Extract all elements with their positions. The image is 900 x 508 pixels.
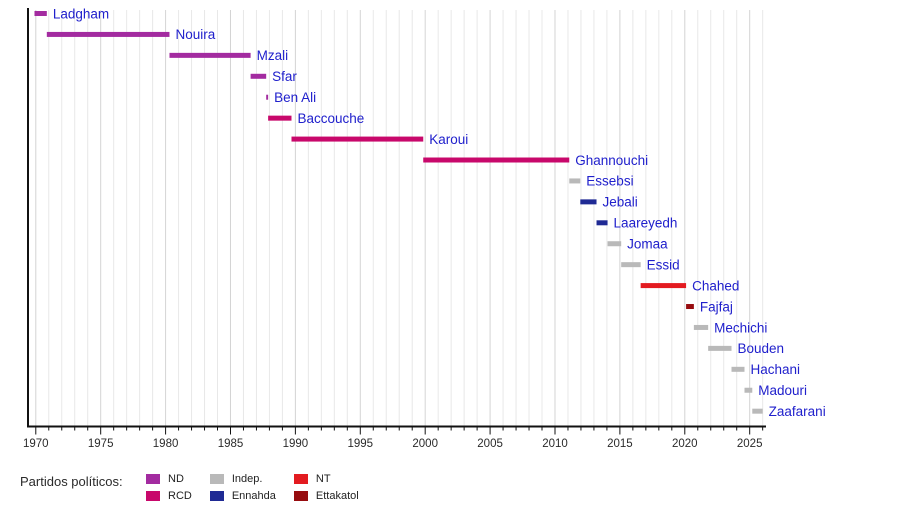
- timeline-bar-karoui: [291, 136, 424, 142]
- x-axis-tick-label: 2020: [672, 438, 698, 450]
- legend-title: Partidos políticos:: [20, 474, 123, 489]
- pm-name-label: Nouira: [175, 27, 215, 42]
- timeline-bar-ladgham: [34, 11, 47, 16]
- x-axis-tick-label: 2000: [412, 438, 438, 450]
- pm-name-label: Fajfaj: [700, 299, 733, 314]
- pm-name-label: Essid: [647, 257, 680, 272]
- timeline-bar-madouri: [744, 387, 753, 393]
- timeline-bar-laareyedh: [596, 220, 608, 226]
- legend-swatch-icon: [209, 491, 224, 501]
- timeline-bar-nouira: [46, 31, 170, 37]
- x-axis-tick-label: 2005: [477, 438, 503, 450]
- legend-item-label: Ennahda: [231, 490, 276, 502]
- legend-swatch-icon: [293, 491, 308, 501]
- timeline-bar-baccouche: [268, 115, 292, 121]
- legend-item-ennahda: Ennahda: [209, 489, 276, 503]
- legend-items: ND RCD Indep. Ennahda NT Ettakatol: [146, 472, 359, 503]
- pm-name-label: Karoui: [429, 132, 468, 147]
- legend-item-label: NT: [315, 473, 331, 485]
- pm-name-label: Zaafarani: [769, 404, 826, 419]
- pm-name-label: Jebali: [603, 195, 638, 210]
- legend-item-label: ND: [168, 473, 184, 485]
- legend-swatch-icon: [293, 474, 308, 484]
- legend-swatch-icon: [146, 474, 160, 484]
- legend-item-ettakatol: Ettakatol: [293, 489, 359, 503]
- legend-item-label: Indep.: [231, 473, 263, 485]
- timeline-bar-mzali: [169, 52, 251, 58]
- pm-name-label: Baccouche: [297, 111, 364, 126]
- legend-item-nt: NT: [293, 472, 359, 486]
- timeline-bar-bouden: [708, 345, 732, 351]
- legend-item-nd: ND: [146, 472, 192, 486]
- pm-name-label: Mzali: [257, 48, 289, 63]
- pm-name-label: Mechichi: [714, 320, 767, 335]
- legend-swatch-icon: [209, 474, 224, 484]
- timeline-bar-jebali: [580, 199, 597, 205]
- timeline-bar-hachani: [731, 366, 745, 372]
- x-axis-tick-label: 1970: [23, 438, 49, 450]
- pm-timeline-chart: 1970 1975 1980 1985 1990 1995 2000 2005 2010 2015…: [23, 6, 826, 450]
- x-axis-tick-label: 1975: [88, 438, 114, 450]
- timeline-bar-ben-ali: [266, 94, 269, 100]
- timeline-bar-zaafarani: [752, 408, 763, 414]
- timeline-bar-mechichi: [693, 324, 709, 330]
- pm-name-label: Madouri: [758, 383, 807, 398]
- timeline-bar-jomaa: [607, 241, 622, 247]
- pm-name-label: Ghannouchi: [575, 153, 648, 168]
- timeline-bar-sfar: [250, 73, 267, 79]
- timeline-bar-essebsi: [569, 178, 581, 184]
- pm-name-label: Sfar: [272, 69, 297, 84]
- legend-item-label: RCD: [168, 490, 192, 502]
- legend-swatch-icon: [146, 491, 160, 501]
- pm-name-label: Jomaa: [627, 237, 668, 252]
- timeline-bar-fajfaj: [686, 304, 694, 310]
- timeline-bar-ghannouchi: [423, 157, 570, 163]
- legend-item-label: Ettakatol: [315, 490, 359, 502]
- legend-item-rcd: RCD: [146, 489, 192, 503]
- timeline-bar-essid: [621, 262, 641, 268]
- timeline-bar-chahed: [640, 283, 687, 289]
- x-axis-tick-label: 1990: [283, 438, 309, 450]
- x-axis-tick-label: 2010: [542, 438, 568, 450]
- pm-name-label: Ladgham: [53, 6, 109, 21]
- x-axis-tick-label: 2015: [607, 438, 633, 450]
- pm-name-label: Ben Ali: [274, 90, 316, 105]
- legend: Partidos políticos: ND RCD Indep. Ennahda NT…: [0, 470, 900, 508]
- pm-name-label: Laareyedh: [614, 216, 678, 231]
- x-axis-tick-label: 1995: [347, 438, 373, 450]
- x-axis-tick-label: 1980: [153, 438, 179, 450]
- legend-item-indep: Indep.: [209, 472, 276, 486]
- pm-name-label: Chahed: [692, 278, 739, 293]
- x-axis-tick-label: 2025: [737, 438, 763, 450]
- x-axis-tick-label: 1985: [218, 438, 244, 450]
- pm-name-label: Hachani: [750, 362, 800, 377]
- pm-name-label: Essebsi: [586, 174, 633, 189]
- pm-name-label: Bouden: [738, 341, 785, 356]
